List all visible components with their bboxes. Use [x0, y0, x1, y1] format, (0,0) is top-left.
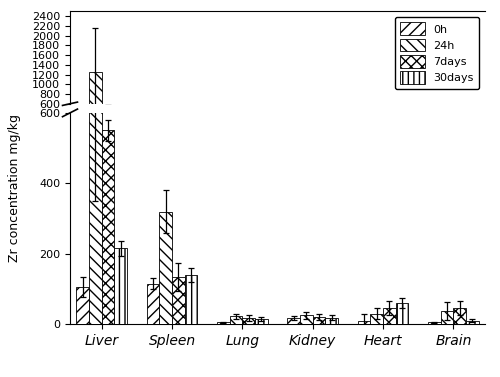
Bar: [358, 321, 370, 324]
Bar: [230, 316, 242, 324]
Bar: [242, 318, 255, 324]
Bar: [300, 316, 312, 324]
Bar: [440, 311, 454, 324]
Bar: [160, 117, 172, 133]
Bar: [255, 132, 268, 133]
Bar: [172, 126, 184, 133]
Legend: 0h, 24h, 7days, 30days: 0h, 24h, 7days, 30days: [394, 17, 480, 89]
Bar: [370, 314, 383, 324]
Bar: [102, 106, 114, 133]
Bar: [76, 128, 89, 133]
Bar: [184, 126, 198, 133]
Bar: [396, 130, 408, 133]
Bar: [230, 132, 242, 133]
Bar: [76, 287, 89, 324]
Bar: [184, 275, 198, 324]
Bar: [312, 317, 326, 324]
Bar: [89, 0, 102, 324]
Bar: [440, 131, 454, 133]
Bar: [102, 130, 114, 324]
Bar: [242, 132, 255, 133]
Bar: [326, 132, 338, 133]
Bar: [466, 132, 478, 133]
Bar: [300, 132, 312, 133]
Bar: [217, 322, 230, 324]
Bar: [326, 318, 338, 324]
Bar: [288, 132, 300, 133]
Bar: [160, 211, 172, 324]
Bar: [312, 132, 326, 133]
Bar: [428, 322, 440, 324]
Bar: [454, 308, 466, 324]
Bar: [172, 277, 184, 324]
Bar: [89, 72, 102, 133]
Text: Zr concentration mg/kg: Zr concentration mg/kg: [8, 115, 22, 262]
Bar: [255, 319, 268, 324]
Bar: [383, 308, 396, 324]
Bar: [454, 131, 466, 133]
Bar: [396, 303, 408, 324]
Bar: [146, 284, 160, 324]
Bar: [383, 131, 396, 133]
Bar: [288, 318, 300, 324]
Bar: [146, 127, 160, 133]
Bar: [466, 321, 478, 324]
Bar: [114, 123, 127, 133]
Bar: [114, 248, 127, 324]
Bar: [370, 132, 383, 133]
Bar: [358, 132, 370, 133]
